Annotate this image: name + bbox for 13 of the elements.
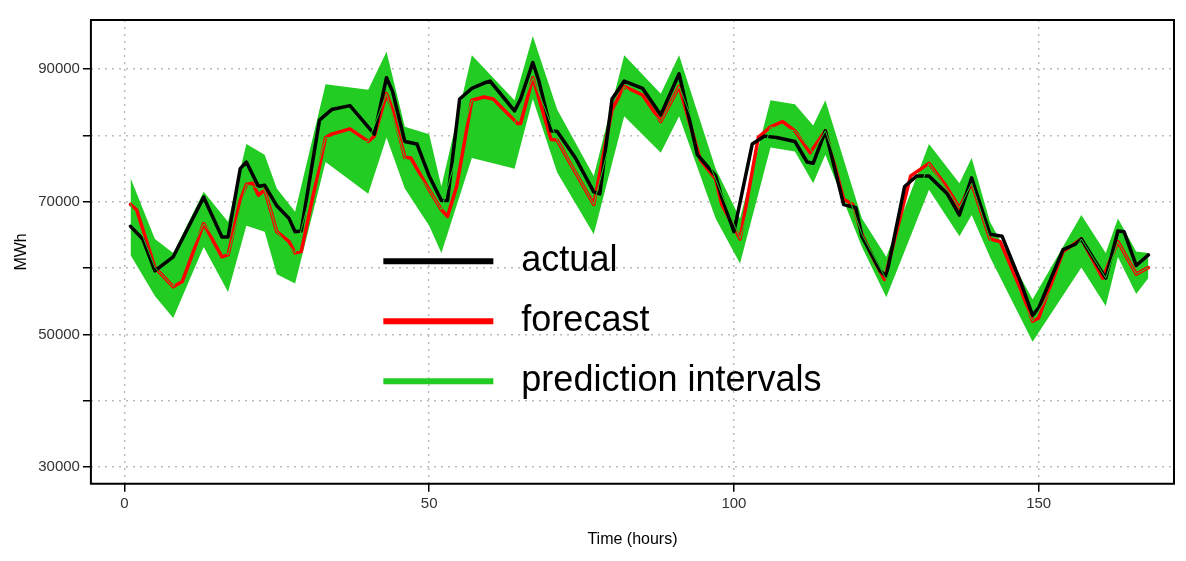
y-axis-title: MWh <box>12 233 30 271</box>
legend-label: forecast <box>521 298 650 340</box>
legend-label: prediction intervals <box>521 358 822 400</box>
x-tick-label: 100 <box>721 493 747 511</box>
legend-label: actual <box>521 238 618 280</box>
x-tick-label: 150 <box>1026 493 1052 511</box>
x-tick-label: 0 <box>120 493 129 511</box>
y-tick-label: 70000 <box>38 191 80 209</box>
x-axis-title: Time (hours) <box>587 529 678 547</box>
y-tick-label: 50000 <box>38 324 80 342</box>
y-tick-label: 90000 <box>38 59 80 77</box>
x-tick-label: 50 <box>420 493 438 511</box>
y-tick-label: 30000 <box>38 457 80 475</box>
